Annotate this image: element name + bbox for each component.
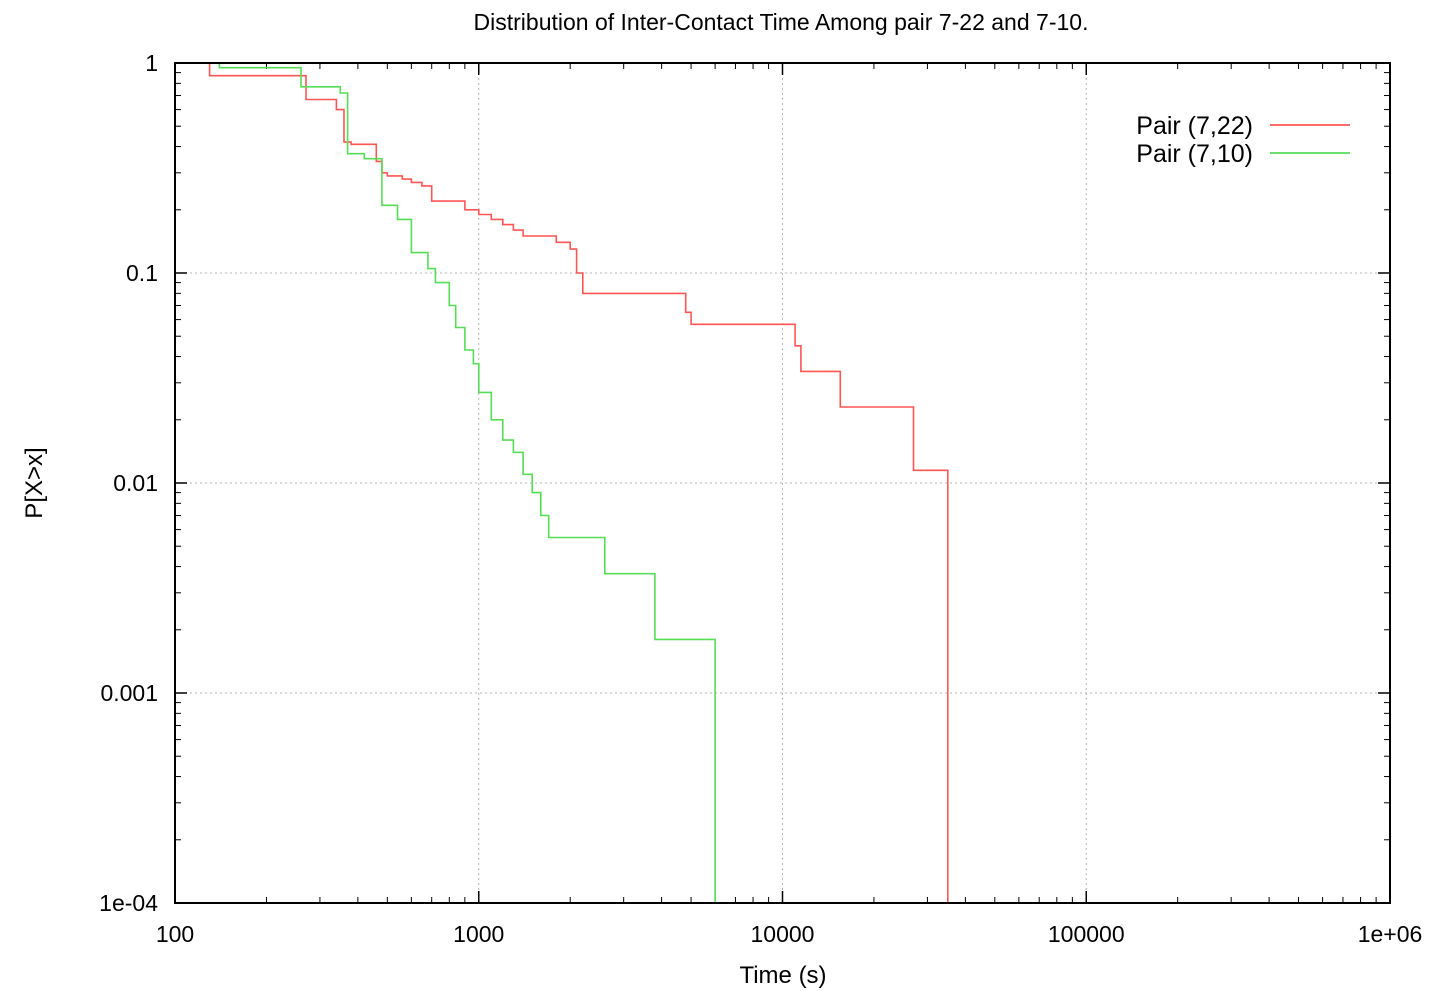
- y-tick-label: 0.1: [126, 260, 158, 286]
- y-tick-label: 0.001: [100, 680, 158, 706]
- x-tick-label: 1e+06: [1358, 921, 1423, 947]
- y-axis-label: P[X>x]: [21, 447, 48, 518]
- x-tick-label: 10000: [751, 921, 815, 947]
- x-axis-label: Time (s): [739, 962, 826, 989]
- gridlines: [175, 63, 1390, 903]
- y-tick-label: 1: [145, 50, 158, 76]
- series-line-1: [175, 62, 949, 903]
- legend: Pair (7,22)Pair (7,10): [1136, 112, 1350, 168]
- x-axis-ticks: 100 1000 10000 100000 1e+06: [156, 63, 1422, 947]
- series-line-2: [175, 62, 716, 903]
- plot-frame: [174, 62, 1391, 904]
- y-tick-label: 1e-04: [99, 890, 158, 916]
- series-lines: [175, 62, 949, 903]
- y-axis-ticks: 1e-04 0.001 0.01 0.1 1: [99, 50, 1390, 916]
- legend-label: Pair (7,10): [1136, 140, 1253, 168]
- y-tick-label: 0.01: [113, 470, 158, 496]
- x-tick-label: 1000: [453, 921, 504, 947]
- legend-label: Pair (7,22): [1136, 112, 1253, 140]
- x-tick-label: 100000: [1048, 921, 1125, 947]
- x-tick-label: 100: [156, 921, 194, 947]
- chart-title: Distribution of Inter-Contact Time Among…: [474, 9, 1089, 35]
